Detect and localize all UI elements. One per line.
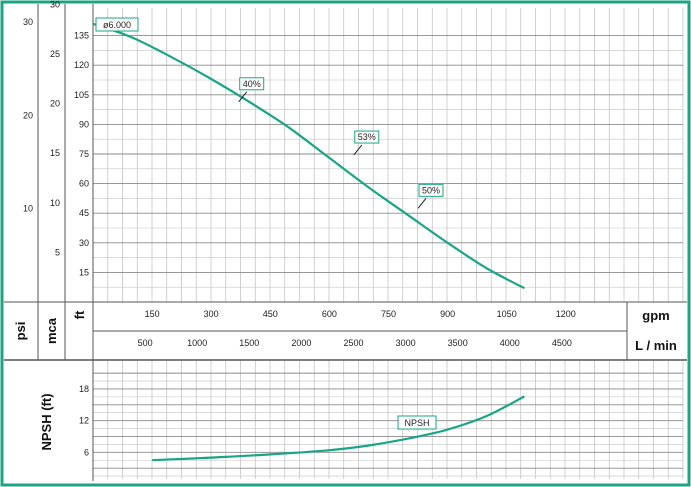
lmin-tick-label: 2500 xyxy=(343,338,363,348)
gpm-tick-label: 1050 xyxy=(497,309,517,319)
gpm-tick-label: 750 xyxy=(381,309,396,319)
mca-axis: 510152025303540 xyxy=(50,0,60,257)
psi-tick-label: 20 xyxy=(23,110,33,120)
lmin-tick-label: 4000 xyxy=(500,338,520,348)
npsh-axis: 6 12 18 xyxy=(79,384,89,457)
psi-tick-label: 30 xyxy=(23,17,33,27)
efficiency-label: 53% xyxy=(358,132,376,142)
lmin-tick-label: 1500 xyxy=(239,338,259,348)
npsh-curve-line xyxy=(152,395,525,462)
gpm-tick-label: 300 xyxy=(204,309,219,319)
lmin-unit-label: L / min xyxy=(635,338,677,353)
lmin-tick-label: 3500 xyxy=(448,338,468,348)
gpm-axis: 150 300 450 600 750 900 1050 1200 xyxy=(145,309,576,319)
ft-tick-label: 90 xyxy=(79,119,89,129)
efficiency-label-box xyxy=(354,130,380,144)
efficiency-marker: 40% xyxy=(238,77,265,103)
lmin-tick-label: 4500 xyxy=(552,338,572,348)
frame-lines xyxy=(4,4,687,481)
bottom-grid xyxy=(92,360,684,479)
mca-tick-label: 20 xyxy=(50,99,60,109)
npsh-tick-label: 6 xyxy=(84,447,89,457)
ft-tick-label: 75 xyxy=(79,149,89,159)
lmin-tick-label: 500 xyxy=(138,338,153,348)
gpm-tick-label: 1200 xyxy=(556,309,576,319)
ft-tick-label: 105 xyxy=(74,90,89,100)
npsh-axis-label: NPSH (ft) xyxy=(39,393,54,450)
efficiency-label: 40% xyxy=(243,79,261,89)
gpm-tick-label: 150 xyxy=(145,309,160,319)
ft-tick-label: 15 xyxy=(79,267,89,277)
ft-axis: 15 30 45 60 75 90 105 120 135 xyxy=(74,31,89,278)
gpm-tick-label: 450 xyxy=(263,309,278,319)
efficiency-label: 50% xyxy=(422,185,440,195)
impeller-label: ø6.000 xyxy=(95,17,139,32)
mca-tick-label: 15 xyxy=(50,148,60,158)
mca-tick-label: 30 xyxy=(50,0,60,9)
efficiency-marker: 50% xyxy=(417,183,444,209)
gpm-tick-label: 600 xyxy=(322,309,337,319)
npsh-series-label: NPSH xyxy=(397,415,437,430)
npsh-tick-label: 18 xyxy=(79,384,89,394)
ft-tick-label: 135 xyxy=(74,31,89,41)
mca-tick-label: 10 xyxy=(50,198,60,208)
mca-tick-label: 25 xyxy=(50,49,60,59)
ft-tick-label: 30 xyxy=(79,238,89,248)
efficiency-annotations: 40% 53% 50% xyxy=(238,77,444,209)
gpm-tick-label: 900 xyxy=(440,309,455,319)
head-curve-line xyxy=(93,22,525,290)
psi-unit-label: psi xyxy=(13,322,28,341)
ft-unit-label: ft xyxy=(72,310,87,319)
mca-unit-label: mca xyxy=(44,317,59,344)
npsh-series-label-text: NPSH xyxy=(404,418,429,428)
mca-tick-label: 5 xyxy=(55,247,60,257)
impeller-label-text: ø6.000 xyxy=(103,20,131,30)
efficiency-tick xyxy=(353,144,363,156)
ft-tick-label: 45 xyxy=(79,208,89,218)
gpm-unit-label: gpm xyxy=(642,308,669,323)
psi-axis: 102030405060 xyxy=(23,17,33,214)
npsh-tick-label: 12 xyxy=(79,416,89,426)
efficiency-marker: 53% xyxy=(353,130,380,156)
lmin-axis: 500 1000 1500 2000 2500 3000 3500 4000 4500 xyxy=(138,338,572,348)
lmin-tick-label: 2000 xyxy=(291,338,311,348)
efficiency-tick xyxy=(238,91,248,103)
ft-tick-label: 120 xyxy=(74,60,89,70)
top-grid xyxy=(92,8,684,302)
efficiency-tick xyxy=(417,198,427,209)
efficiency-label-box xyxy=(239,77,265,91)
psi-tick-label: 10 xyxy=(23,204,33,214)
lmin-tick-label: 1000 xyxy=(187,338,207,348)
efficiency-label-box xyxy=(418,183,444,197)
lmin-tick-label: 3000 xyxy=(396,338,416,348)
ft-tick-label: 60 xyxy=(79,179,89,189)
